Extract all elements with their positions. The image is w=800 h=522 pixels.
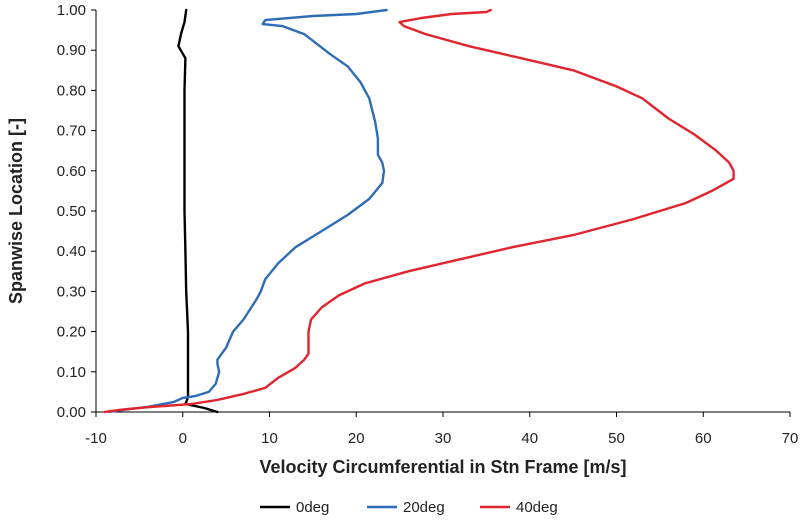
y-tick-label: 0.00 <box>57 404 86 421</box>
series-lines <box>103 8 735 414</box>
x-tick-label: 20 <box>348 430 365 447</box>
x-tick-label: 50 <box>608 430 625 447</box>
legend-label: 20deg <box>403 499 445 516</box>
y-tick-label: 0.30 <box>57 283 86 300</box>
y-tick-label: 0.10 <box>57 364 86 381</box>
plot-area <box>95 10 790 413</box>
y-tick-label: 1.00 <box>57 2 86 19</box>
x-axis-title: Velocity Circumferential in Stn Frame [m… <box>259 457 626 477</box>
legend-label: 40deg <box>516 499 558 516</box>
y-tick-label: 0.90 <box>57 42 86 59</box>
x-tick-label: 30 <box>435 430 452 447</box>
y-axis-ticks: 0.00 0.10 0.20 0.30 0.40 0.50 0.60 0.70 0.80 0.90… <box>57 2 96 421</box>
y-tick-label: 0.70 <box>57 123 86 140</box>
x-tick-label: 10 <box>261 430 278 447</box>
series-line-0deg <box>177 8 219 414</box>
legend: 0deg 20deg 40deg <box>260 499 558 516</box>
x-tick-label: 70 <box>782 430 799 447</box>
x-tick-label: 0 <box>179 430 187 447</box>
y-tick-label: 0.60 <box>57 163 86 180</box>
y-tick-label: 0.50 <box>57 203 86 220</box>
x-tick-label: 60 <box>695 430 712 447</box>
y-axis-title: Spanwise Location [-] <box>6 118 26 304</box>
x-axis-ticks: -10 0 10 20 30 40 50 60 70 <box>85 412 798 447</box>
y-tick-label: 0.80 <box>57 82 86 99</box>
series-line-20deg <box>107 8 388 414</box>
y-tick-label: 0.20 <box>57 324 86 341</box>
legend-label: 0deg <box>296 499 329 516</box>
x-tick-label: -10 <box>85 430 107 447</box>
series-line-40deg <box>103 8 735 414</box>
y-tick-label: 0.40 <box>57 243 86 260</box>
x-tick-label: 40 <box>521 430 538 447</box>
